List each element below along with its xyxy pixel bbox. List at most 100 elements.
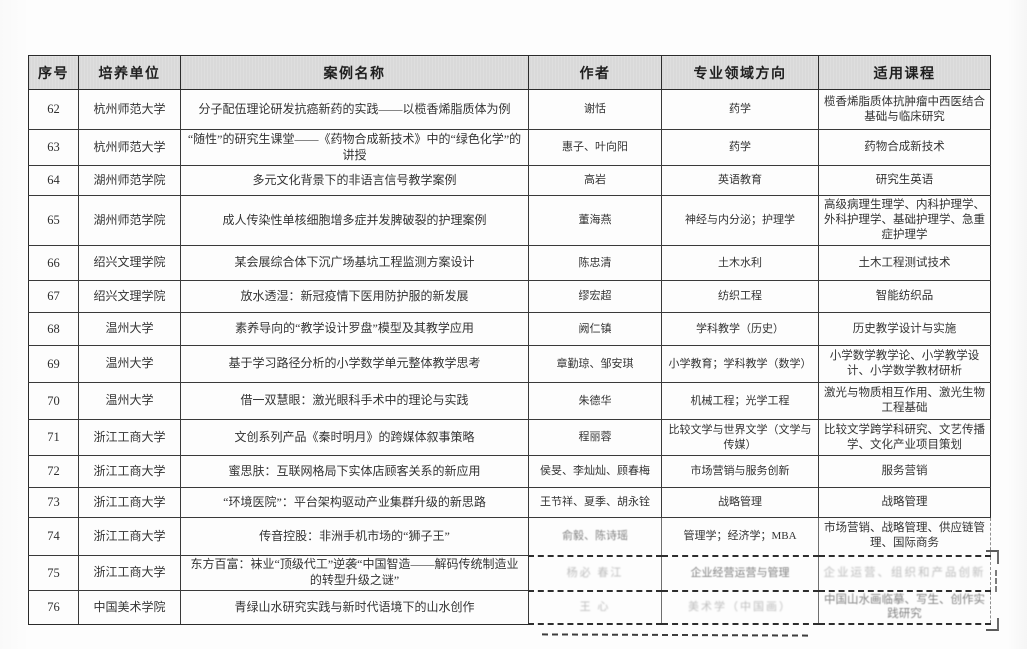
cell-num: 64 — [28, 165, 79, 196]
column-header-name: 案例名称 — [180, 55, 529, 90]
cell-num: 76 — [28, 590, 79, 625]
cell-field: 英语教育 — [661, 165, 819, 196]
table-row: 74 浙江工商大学 传音控股：非洲手机市场的“狮子王” 俞毅、陈诗瑶 管理学；经济学；M… — [28, 517, 991, 557]
cell-name: “环境医院”：平台架构驱动产业集群升级的新思路 — [180, 487, 529, 518]
cell-courses: 战略管理 — [818, 487, 991, 518]
cell-courses: 智能纺织品 — [818, 280, 991, 313]
cell-name: 成人传染性单核细胞增多症并发脾破裂的护理案例 — [180, 195, 529, 246]
cell-field: 比较文学与世界文学（文学与传媒） — [661, 419, 819, 456]
cell-name: 基于学习路径分析的小学数学单元整体教学思考 — [180, 345, 529, 383]
table-row: 70 温州大学 借一双慧眼：激光眼科手术中的理论与实践 朱德华 机械工程；光学工程 激光与… — [28, 382, 991, 420]
column-header-unit: 培养单位 — [78, 55, 181, 90]
cell-author: 王 心 — [528, 590, 662, 626]
cell-author: 章勤琼、邹安琪 — [528, 345, 662, 383]
cell-unit: 绍兴文理学院 — [78, 245, 181, 281]
cell-num: 68 — [28, 312, 79, 346]
cell-courses: 市场营销、战略管理、供应链管理、国际商务 — [818, 517, 991, 557]
cell-name: 多元文化背景下的非语言信号教学案例 — [180, 165, 529, 196]
cell-name: “随性”的研究生课堂——《药物合成新技术》中的“绿色化学”的讲授 — [180, 129, 529, 166]
cell-author: 高岩 — [528, 165, 662, 196]
column-header-author: 作者 — [528, 55, 662, 90]
cell-unit: 浙江工商大学 — [78, 517, 181, 556]
cell-field: 战略管理 — [661, 487, 819, 518]
cell-courses: 土木工程测试技术 — [818, 245, 991, 281]
cell-num: 65 — [28, 195, 79, 246]
cell-unit: 温州大学 — [78, 382, 181, 420]
cell-num: 67 — [28, 280, 79, 313]
cell-num: 73 — [28, 487, 79, 518]
table-row: 69 温州大学 基于学习路径分析的小学数学单元整体教学思考 章勤琼、邹安琪 小学教育；学… — [28, 345, 991, 383]
scan-smudge-dashed-line — [541, 633, 809, 637]
case-table-body: 62 杭州师范大学 分子配伍理论研发抗癌新药的实践——以榄香烯脂质体为例 谢恬 药学 榄香… — [28, 89, 991, 626]
cell-author: 朱德华 — [528, 382, 662, 420]
cell-num: 66 — [28, 245, 79, 281]
cell-unit: 浙江工商大学 — [78, 487, 181, 518]
cell-name: 放水透湿：新冠疫情下医用防护服的新发展 — [180, 280, 529, 313]
cell-author: 阙仁镇 — [528, 312, 662, 346]
cell-courses: 小学数学教学论、小学教学设计、小学数学教材研析 — [818, 345, 991, 383]
table-row: 66 绍兴文理学院 某会展综合体下沉广场基坑工程监测方案设计 陈忠清 土木水利 土木工程测… — [28, 245, 991, 281]
cell-courses: 历史教学设计与实施 — [818, 312, 991, 346]
cell-unit: 中国美术学院 — [78, 590, 181, 625]
cell-courses: 企业运营、组织和产品创新 — [818, 555, 991, 592]
table-row: 72 浙江工商大学 蜜思肤：互联网格局下实体店顾客关系的新应用 侯旻、李灿灿、顾春梅市… — [28, 455, 991, 488]
cell-unit: 杭州师范大学 — [78, 89, 181, 130]
table-row: 63 杭州师范大学 “随性”的研究生课堂——《药物合成新技术》中的“绿色化学”的讲授… — [28, 129, 991, 166]
cell-unit: 浙江工商大学 — [78, 419, 181, 456]
cell-author: 俞毅、陈诗瑶 — [528, 517, 662, 557]
table-row: 76 中国美术学院 青绿山水研究实践与新时代语境下的山水创作王 心美术学（中国画）中… — [28, 590, 991, 626]
cell-author: 程丽蓉 — [528, 419, 662, 456]
table-row: 62 杭州师范大学 分子配伍理论研发抗癌新药的实践——以榄香烯脂质体为例 谢恬 药学 榄香… — [28, 89, 991, 130]
cell-num: 72 — [28, 455, 79, 488]
cell-unit: 湖州师范学院 — [78, 195, 181, 246]
cell-field: 药学 — [661, 129, 819, 166]
cell-author: 惠子、叶向阳 — [528, 129, 662, 166]
cell-field: 土木水利 — [661, 245, 819, 281]
cell-author: 杨必 春江 — [528, 555, 662, 592]
header-row: 序号 培养单位 案例名称 作者 专业领域方向 适用课程 — [28, 55, 991, 90]
column-header-courses: 适用课程 — [818, 55, 991, 90]
cell-name: 素养导向的“教学设计罗盘”模型及其教学应用 — [180, 312, 529, 346]
cell-num: 63 — [28, 129, 79, 166]
table-row: 64 湖州师范学院 多元文化背景下的非语言信号教学案例 高岩 英语教育 研究生英语 — [28, 165, 991, 196]
cell-name: 借一双慧眼：激光眼科手术中的理论与实践 — [180, 382, 529, 420]
cell-num: 71 — [28, 419, 79, 456]
cell-name: 传音控股：非洲手机市场的“狮子王” — [180, 517, 529, 556]
cell-num: 74 — [28, 517, 79, 556]
scan-smudge-dash-mark — [995, 570, 997, 592]
cell-unit: 浙江工商大学 — [78, 455, 181, 488]
cell-field: 市场营销与服务创新 — [661, 455, 819, 488]
cell-author: 董海燕 — [528, 195, 662, 246]
cell-unit: 温州大学 — [78, 312, 181, 346]
table-row: 65 湖州师范学院 成人传染性单核细胞增多症并发脾破裂的护理案例 董海燕 神经与内分泌；… — [28, 195, 991, 246]
cell-field: 美术学（中国画） — [661, 590, 819, 626]
table-row: 68 温州大学 素养导向的“教学设计罗盘”模型及其教学应用 阙仁镇 学科教学（历史） 历史… — [28, 312, 991, 346]
cell-num: 70 — [28, 382, 79, 420]
cell-courses: 中国山水画临摹、写生、创作实践研究 — [818, 590, 991, 626]
table-row: 67 绍兴文理学院 放水透湿：新冠疫情下医用防护服的新发展 缪宏超 纺织工程 智能纺织品 — [28, 280, 991, 313]
cell-name: 东方百富：袜业“顶级代工”逆袭“中国智造——解码传统制造业的转型升级之谜” — [180, 555, 529, 591]
cell-field: 小学教育；学科教学（数学） — [661, 345, 819, 383]
cell-unit: 绍兴文理学院 — [78, 280, 181, 313]
cell-field: 学科教学（历史） — [661, 312, 819, 346]
cell-unit: 杭州师范大学 — [78, 129, 181, 166]
cell-courses: 高级病理生理学、内科护理学、外科护理学、基础护理学、急重症护理学 — [818, 195, 991, 246]
cell-num: 75 — [28, 555, 79, 591]
cell-courses: 激光与物质相互作用、激光生物工程基础 — [818, 382, 991, 420]
cell-num: 62 — [28, 89, 79, 130]
cell-name: 某会展综合体下沉广场基坑工程监测方案设计 — [180, 245, 529, 281]
cell-courses: 榄香烯脂质体抗肿瘤中西医结合基础与临床研究 — [818, 89, 991, 130]
cell-courses: 药物合成新技术 — [818, 129, 991, 166]
column-header-field: 专业领域方向 — [661, 55, 819, 90]
cell-name: 青绿山水研究实践与新时代语境下的山水创作 — [180, 590, 529, 625]
table-header: 序号 培养单位 案例名称 作者 专业领域方向 适用课程 — [28, 55, 991, 90]
case-table: 序号 培养单位 案例名称 作者 专业领域方向 适用课程 62 杭州师范大学 分子配伍… — [28, 55, 991, 626]
table-row: 73 浙江工商大学 “环境医院”：平台架构驱动产业集群升级的新思路 王节祥、夏季、胡永… — [28, 487, 991, 518]
cell-field: 药学 — [661, 89, 819, 130]
cell-name: 分子配伍理论研发抗癌新药的实践——以榄香烯脂质体为例 — [180, 89, 529, 130]
table-row: 71 浙江工商大学 文创系列产品《秦时明月》的跨媒体叙事策略 程丽蓉 比较文学与世界文学… — [28, 419, 991, 456]
cell-field: 纺织工程 — [661, 280, 819, 313]
cell-author: 谢恬 — [528, 89, 662, 130]
cell-name: 文创系列产品《秦时明月》的跨媒体叙事策略 — [180, 419, 529, 456]
